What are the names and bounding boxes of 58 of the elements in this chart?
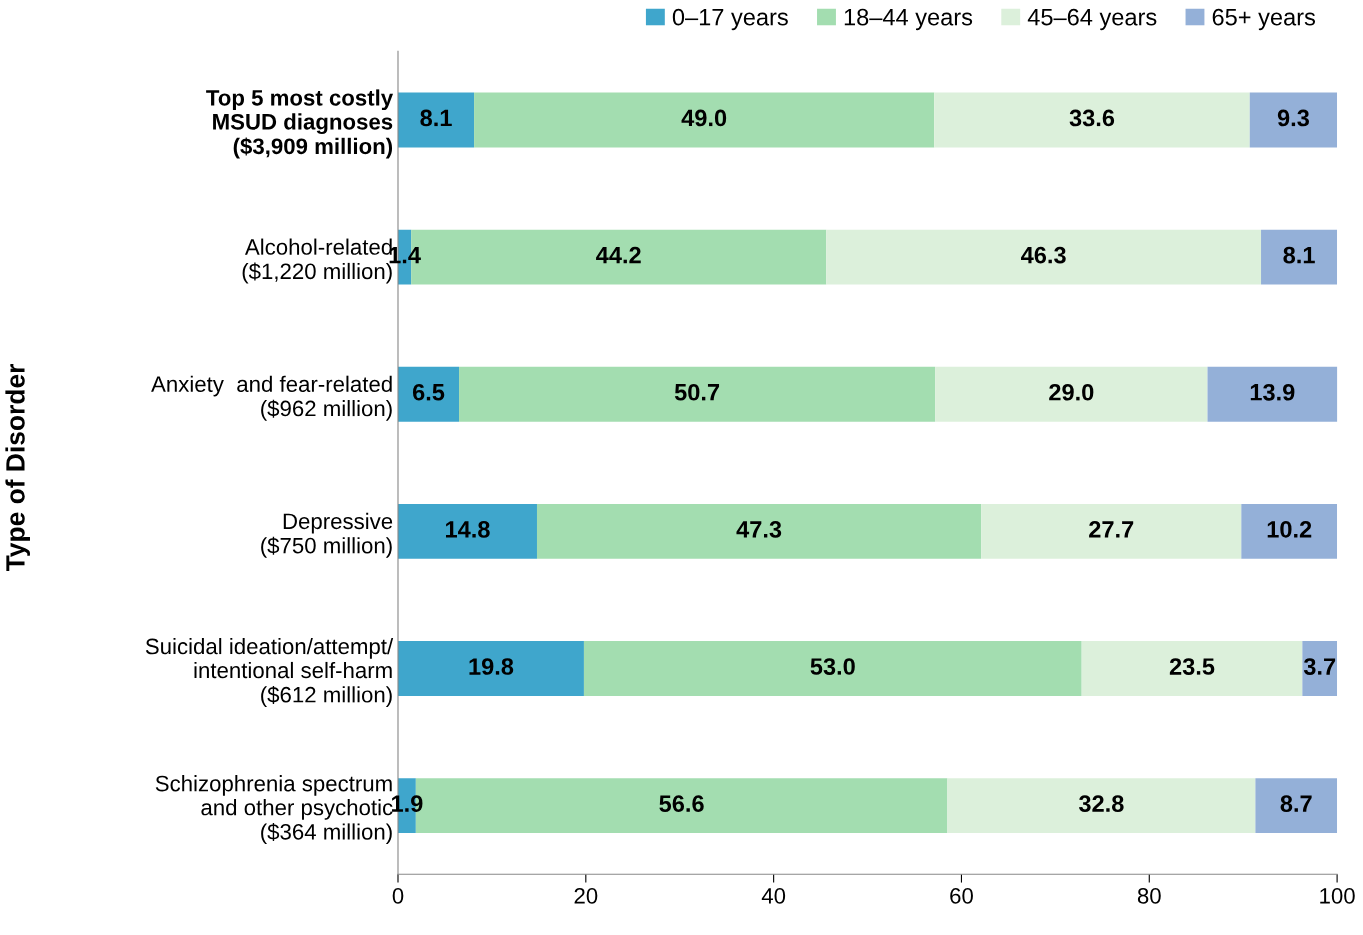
data-label: 19.8 xyxy=(469,658,514,675)
data-label: 9.3 xyxy=(1277,109,1309,127)
bar xyxy=(1207,366,1338,422)
data-label: 29.0 xyxy=(1049,383,1094,401)
data-label: 53.0 xyxy=(810,658,855,675)
data-label: 46.3 xyxy=(1021,246,1066,264)
legend-label: 45–64 years xyxy=(1027,8,1157,31)
bar xyxy=(947,778,1256,834)
bar xyxy=(1255,778,1338,834)
data-label: 14.8 xyxy=(446,521,490,538)
bar xyxy=(398,503,537,559)
bar xyxy=(1249,92,1338,148)
data-label: 44.2 xyxy=(596,246,641,264)
x-tick-label: 80 xyxy=(1137,888,1161,904)
bar xyxy=(474,92,935,148)
data-label: 23.5 xyxy=(1169,658,1215,675)
data-label: 49.0 xyxy=(681,109,727,127)
legend-label: 18–44 years xyxy=(844,8,973,31)
legend-label: 65+ years xyxy=(1212,8,1316,31)
bar xyxy=(398,92,475,148)
bar xyxy=(536,503,982,559)
bar xyxy=(398,641,584,696)
y-tick-label: Schizophrenia spectrum and other psychotic ($364 million) xyxy=(155,775,393,845)
x-tick-label: 100 xyxy=(1320,888,1355,904)
x-tick-label: 60 xyxy=(950,888,973,904)
data-label: 32.8 xyxy=(1078,795,1124,813)
data-label: 33.6 xyxy=(1069,109,1115,127)
bar xyxy=(1302,641,1338,696)
data-label: 8.1 xyxy=(1283,246,1315,264)
bar xyxy=(826,229,1262,285)
data-label: 10.2 xyxy=(1267,521,1312,538)
bar xyxy=(1261,229,1338,285)
bar xyxy=(583,641,1082,696)
data-label: 56.6 xyxy=(659,795,704,812)
data-label: 27.7 xyxy=(1089,521,1134,538)
bar xyxy=(398,366,460,422)
y-tick-label: Suicidal ideation/attempt/ intentional self-harm ($612 million) xyxy=(145,637,394,707)
data-label: 47.3 xyxy=(736,521,782,538)
x-tick-label: 40 xyxy=(761,888,786,904)
data-label: 6.5 xyxy=(412,383,445,401)
bar xyxy=(1081,641,1303,696)
bar xyxy=(1241,503,1338,559)
x-tick-label: 0 xyxy=(392,888,404,904)
y-tick-label: Depressive ($750 million) xyxy=(261,512,393,558)
bar xyxy=(934,92,1250,148)
data-label: 8.1 xyxy=(420,109,452,127)
y-tick-label: Top 5 most costly MSUD diagnoses ($3,909 million) xyxy=(206,89,394,159)
y-tick-label: Anxiety and fear-related ($962 million) xyxy=(151,375,392,421)
data-label: 8.7 xyxy=(1280,795,1312,812)
legend-label: 0–17 years xyxy=(672,8,788,31)
data-label: 13.9 xyxy=(1250,383,1295,401)
x-tick-label: 20 xyxy=(574,888,598,904)
data-label: 3.7 xyxy=(1303,658,1336,675)
data-label: 50.7 xyxy=(674,383,720,401)
y-axis-title: Type of Disorder xyxy=(5,364,30,572)
bar xyxy=(935,366,1208,422)
bar xyxy=(459,366,936,422)
bar xyxy=(981,503,1242,559)
